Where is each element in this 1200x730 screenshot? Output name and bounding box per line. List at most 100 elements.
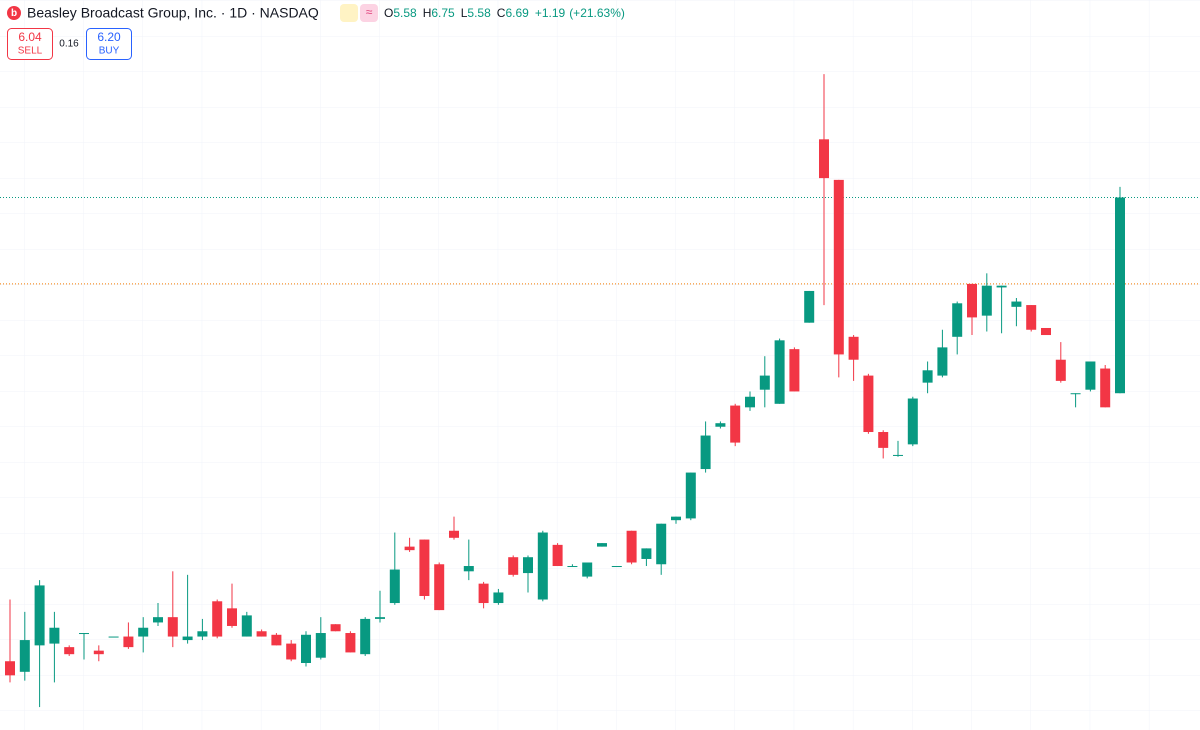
candle-body (508, 557, 519, 575)
candle-body (1011, 301, 1022, 307)
candle-body (301, 634, 311, 663)
candle-body (878, 432, 889, 448)
candle-body (375, 617, 385, 619)
ohlc-value: 6.69 (505, 6, 529, 20)
candle-body (64, 647, 75, 655)
candle-body (271, 634, 282, 646)
candle-body (241, 615, 252, 637)
icon (340, 4, 358, 22)
candle-body (552, 544, 563, 567)
candle-body (197, 631, 208, 637)
candle-body (656, 523, 667, 565)
candle-body (730, 405, 741, 443)
candle-body (789, 349, 800, 392)
candle-body (848, 336, 859, 360)
candle-body (1085, 361, 1096, 390)
ohlc-value: 5.58 (467, 6, 491, 20)
candle-body (34, 585, 45, 646)
candle-body (759, 375, 770, 390)
candle-body (537, 532, 548, 600)
candles (0, 74, 1200, 708)
candle-body (1100, 368, 1111, 408)
candle-body (774, 340, 785, 404)
candle-body (981, 285, 992, 316)
candle-body (523, 557, 533, 574)
candle-body (922, 370, 933, 383)
ohlc-key: L (461, 6, 468, 20)
candle-body (389, 569, 400, 604)
candle-body (182, 636, 193, 641)
candle-body (611, 566, 622, 568)
trade-buttons: 6.04 SELL 0.16 6.20 BUY (7, 28, 132, 60)
candle-body (227, 608, 237, 626)
ohlc-key: C (497, 6, 506, 20)
candle-body (212, 601, 223, 637)
candle-body (685, 472, 696, 519)
candle-body (49, 627, 60, 644)
logo-letter: b (11, 8, 17, 19)
candle-body (937, 347, 948, 376)
candle-body (1055, 359, 1066, 381)
ohlc-legend: O5.58 H6.75 L5.58 C6.69 +1.19 (+21.63%) (384, 6, 625, 20)
candle-body (671, 516, 681, 521)
chart-title: Beasley Broadcast Group, Inc. · 1D · NAS… (27, 5, 319, 21)
icon (360, 4, 378, 22)
candle-body (819, 139, 829, 179)
candle-body (19, 640, 30, 672)
candle-body (93, 650, 104, 655)
candle-body (167, 617, 178, 637)
header: b Beasley Broadcast Group, Inc. · 1D · N… (7, 4, 625, 22)
candle-body (419, 539, 430, 596)
candle-body (286, 643, 297, 660)
change-percent: (+21.63%) (569, 6, 625, 20)
ohlc-value: 6.75 (431, 6, 455, 20)
candle-body (715, 423, 726, 427)
candle-body (952, 303, 963, 337)
sell-label: SELL (18, 46, 43, 57)
candle-body (863, 375, 874, 433)
candle-body (123, 636, 134, 648)
ohlc-key: O (384, 6, 393, 20)
candle-body (833, 179, 844, 355)
spread: 0.16 (59, 39, 79, 50)
sell-button[interactable] (7, 28, 53, 60)
candle-body (1115, 197, 1125, 394)
buy-price: 6.20 (97, 30, 121, 44)
candle-body (345, 633, 356, 653)
candle-body (1070, 393, 1081, 395)
buy-label: BUY (99, 46, 120, 57)
candle-body (478, 583, 489, 604)
candle-body (5, 661, 15, 676)
candle-body (404, 546, 415, 551)
candle-body (1041, 327, 1051, 336)
candle-body (79, 633, 89, 635)
candle-body (996, 285, 1007, 288)
candle-body (641, 548, 652, 559)
candle-body (907, 398, 918, 445)
candle-body (582, 562, 593, 577)
candle-body (434, 564, 445, 611)
candle-body (315, 633, 326, 658)
buy-button[interactable] (86, 28, 132, 60)
icon-glyph: ≈ (366, 5, 373, 19)
candle-body (967, 283, 977, 318)
candle-body (567, 566, 578, 568)
candle-body (745, 396, 755, 408)
candle-body (449, 530, 459, 538)
candle-body (108, 636, 119, 638)
candle-body (626, 530, 637, 563)
candle-body (463, 566, 474, 572)
candle-body (360, 618, 371, 655)
candle-body (700, 435, 711, 470)
candle-body (138, 627, 149, 637)
change: +1.19 (535, 6, 566, 20)
candle-body (330, 624, 341, 632)
candle-body (256, 631, 267, 637)
candle-body (804, 290, 815, 323)
candle-body (597, 543, 607, 547)
candle-body (893, 454, 903, 456)
candle-body (493, 592, 504, 604)
ohlc-key: H (423, 6, 432, 20)
